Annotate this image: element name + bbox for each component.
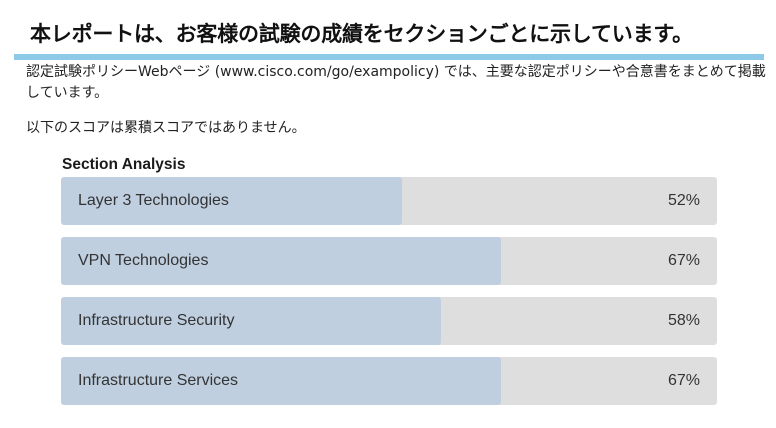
cumulative-note: 以下のスコアは累積スコアではありません。 [26, 120, 306, 136]
section-row-infra-services: Infrastructure Services 67% [61, 357, 717, 405]
page-title: 本レポートは、お客様の試験の成績をセクションごとに示しています。 [30, 22, 693, 46]
section-label: Infrastructure Services [78, 372, 239, 389]
section-label: Layer 3 Technologies [78, 192, 229, 209]
section-label: VPN Technologies [78, 252, 209, 269]
title-divider [14, 54, 764, 60]
section-row-infra-security: Infrastructure Security 58% [61, 297, 717, 345]
section-analysis-heading: Section Analysis [62, 156, 186, 173]
section-score-value: 52% [667, 192, 700, 209]
section-score-bar [61, 297, 442, 345]
section-score-value: 58% [667, 312, 700, 329]
section-score-bar [61, 237, 501, 285]
section-analysis-list: Layer 3 Technologies 52% VPN Technologie… [61, 177, 717, 417]
section-score-value: 67% [667, 252, 700, 269]
section-score-bar [61, 357, 501, 405]
section-score-value: 67% [667, 372, 700, 389]
section-row-vpn: VPN Technologies 67% [61, 237, 717, 285]
section-score-bar [61, 177, 403, 225]
section-label: Infrastructure Security [78, 312, 235, 329]
intro-paragraph: 認定試験ポリシーWebページ (www.cisco.com/go/exampol… [26, 64, 766, 101]
section-row-layer3: Layer 3 Technologies 52% [61, 177, 717, 225]
